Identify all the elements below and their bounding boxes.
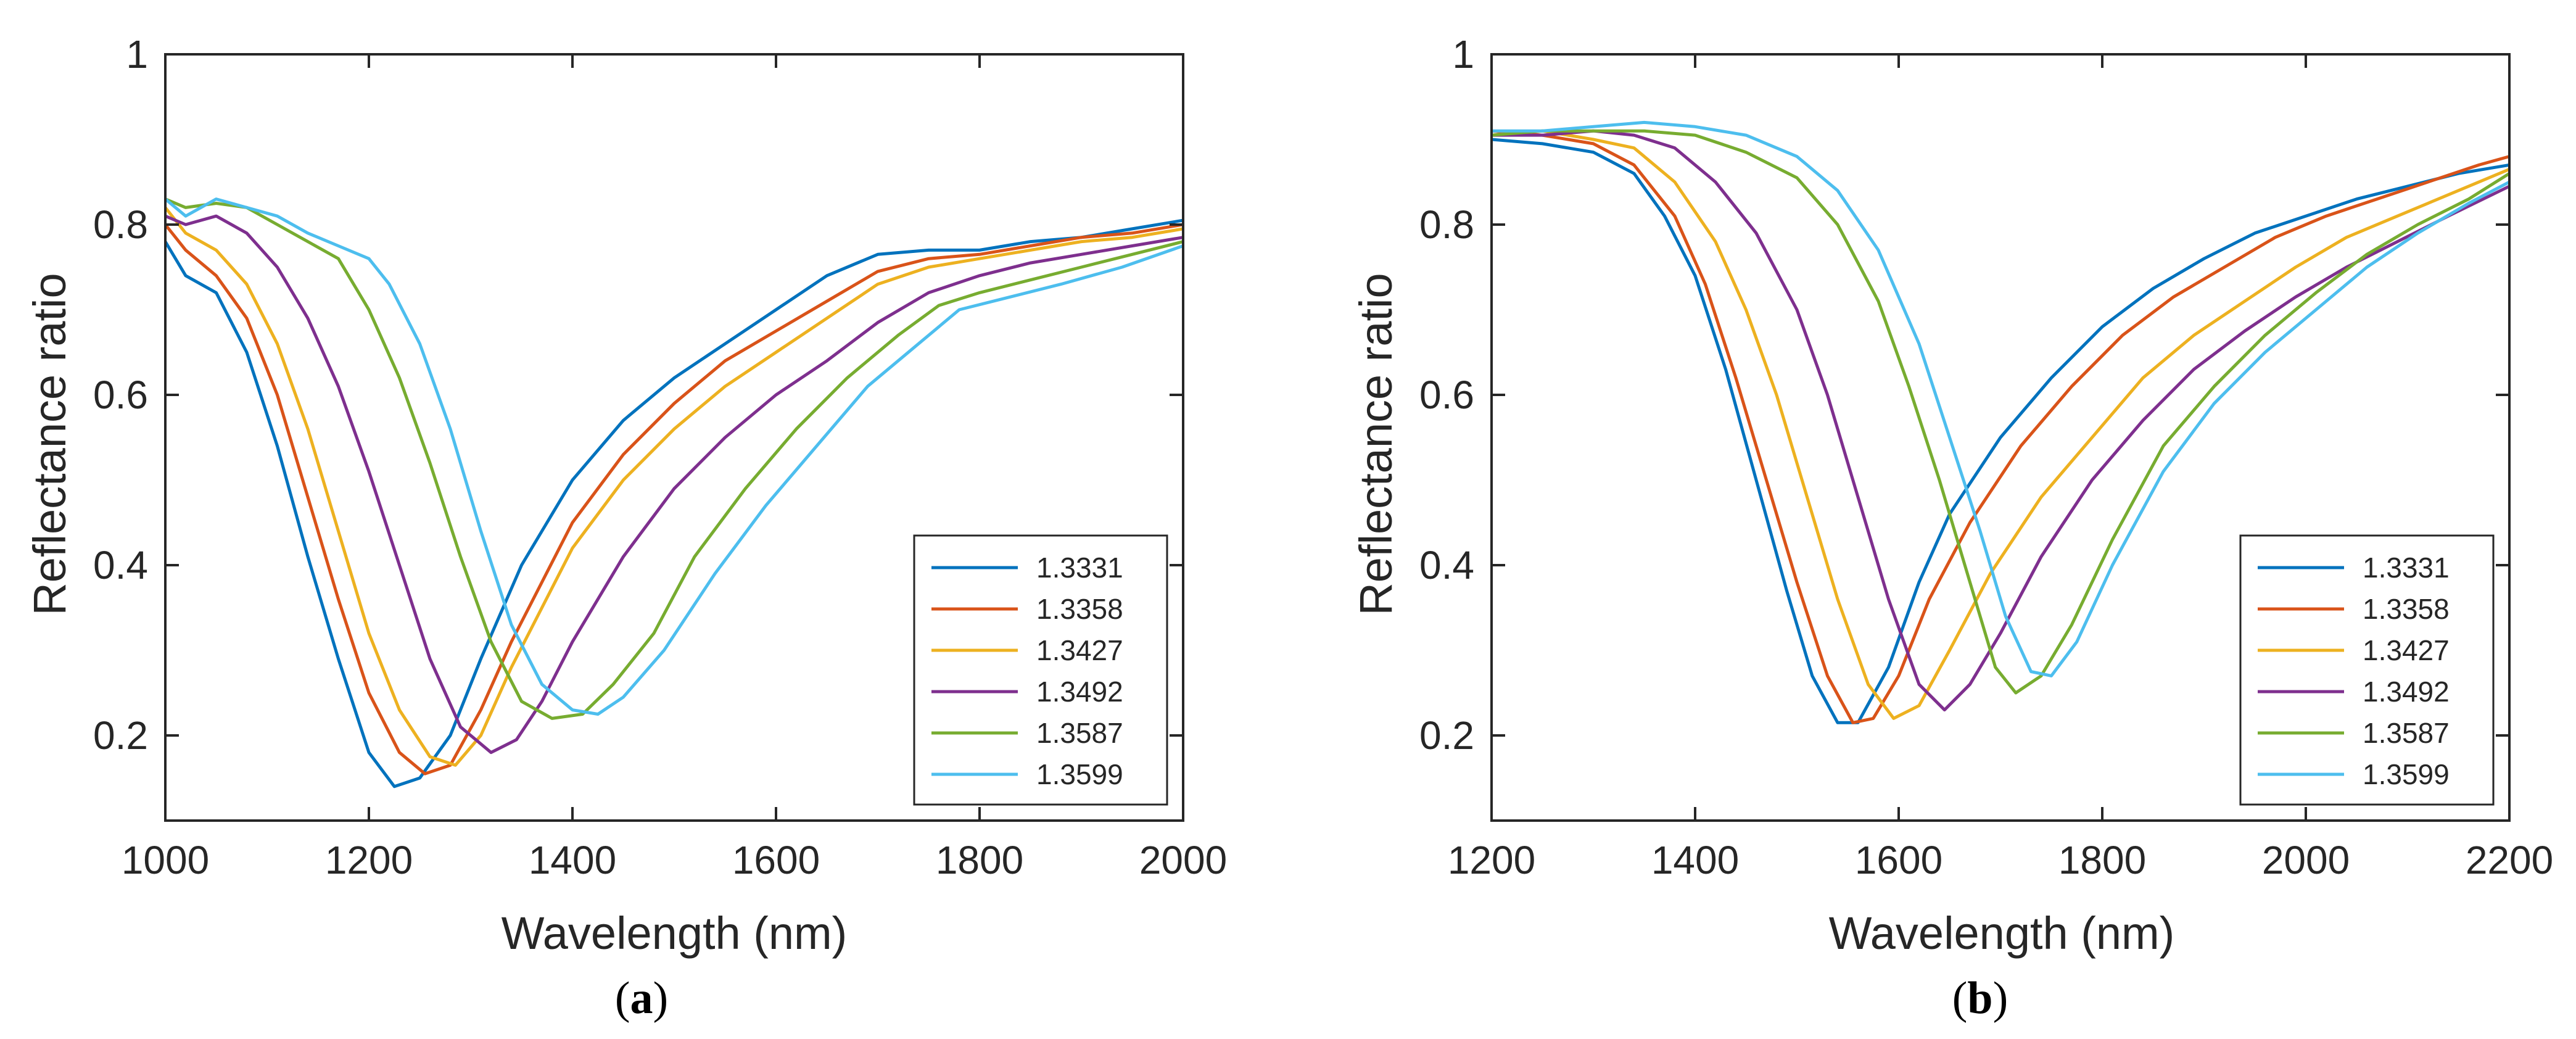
legend-label: 1.3599 — [1036, 758, 1123, 790]
y-tick-label: 0.6 — [1419, 373, 1474, 417]
x-tick-label: 1800 — [2058, 838, 2146, 882]
legend-label: 1.3331 — [2363, 552, 2450, 584]
legend-label: 1.3587 — [2363, 717, 2450, 749]
chart-panel-a: Reflectance ratio Wavelength (nm) (a) 10… — [24, 32, 1227, 1024]
series-group — [1492, 120, 2509, 724]
legend-label: 1.3331 — [1036, 552, 1123, 584]
y-tick-label: 0.8 — [93, 202, 148, 247]
legend-label: 1.3427 — [1036, 634, 1123, 666]
series-line-1.3331 — [1492, 138, 2509, 724]
x-tick-label: 1800 — [936, 838, 1023, 882]
x-tick-label: 2000 — [2262, 838, 2350, 882]
y-tick-label: 0.2 — [93, 713, 148, 758]
series-line-1.3587 — [1492, 129, 2509, 695]
legend-label: 1.3427 — [2363, 634, 2450, 666]
legend-label: 1.3358 — [2363, 593, 2450, 625]
x-tick-label: 1200 — [325, 838, 413, 882]
legend-label: 1.3599 — [2363, 758, 2450, 790]
y-tick-label: 0.8 — [1419, 202, 1474, 247]
x-tick-label: 2000 — [1139, 838, 1227, 882]
series-line-1.3599 — [1492, 120, 2509, 677]
x-tick-label: 1000 — [122, 838, 209, 882]
x-tick-label: 1400 — [1651, 838, 1739, 882]
axes-box — [164, 53, 1184, 822]
legend-label: 1.3492 — [1036, 676, 1123, 708]
x-tick-label: 1400 — [529, 838, 616, 882]
legend-label: 1.3587 — [1036, 717, 1123, 749]
legend: 1.3331 1.3358 1.3427 1.3492 1.3587 1.3599 — [913, 534, 1168, 806]
y-axis-label: Reflectance ratio — [24, 273, 75, 615]
y-axis-label: Reflectance ratio — [1350, 273, 1402, 615]
series-line-1.3358 — [1492, 129, 2509, 724]
x-axis-label: Wavelength (nm) — [1829, 908, 2175, 959]
x-axis-label: Wavelength (nm) — [502, 908, 848, 959]
legend-label: 1.3358 — [1036, 593, 1123, 625]
series-line-1.3427 — [1492, 129, 2509, 720]
series-line-1.3587 — [165, 197, 1183, 720]
x-tick-label: 2200 — [2466, 838, 2553, 882]
series-line-1.3331 — [165, 218, 1183, 789]
legend-box — [913, 534, 1168, 806]
x-tick-label: 1200 — [1448, 838, 1535, 882]
series-line-1.3492 — [1492, 129, 2509, 712]
y-tick-label: 1 — [1452, 32, 1474, 77]
sub-caption-b: (b) — [1952, 973, 2008, 1024]
legend: 1.3331 1.3358 1.3427 1.3492 1.3587 1.3599 — [2239, 534, 2495, 806]
series-group — [165, 197, 1183, 789]
y-tick-label: 0.6 — [93, 373, 148, 417]
sub-caption-a: (a) — [615, 973, 668, 1024]
x-tick-label: 1600 — [732, 838, 820, 882]
y-tick-label: 1 — [126, 32, 148, 77]
series-line-1.3492 — [165, 214, 1183, 755]
x-tick-label: 1600 — [1855, 838, 1942, 882]
axes-box — [1490, 53, 2511, 822]
series-line-1.3427 — [165, 206, 1183, 767]
series-line-1.3599 — [165, 197, 1183, 716]
legend-label: 1.3492 — [2363, 676, 2450, 708]
chart-panel-b: Reflectance ratio Wavelength (nm) (b) 12… — [1350, 32, 2553, 1024]
y-tick-label: 0.4 — [93, 543, 148, 587]
y-tick-label: 0.2 — [1419, 713, 1474, 758]
legend-box — [2239, 534, 2495, 806]
y-tick-label: 0.4 — [1419, 543, 1474, 587]
series-line-1.3358 — [165, 223, 1183, 776]
